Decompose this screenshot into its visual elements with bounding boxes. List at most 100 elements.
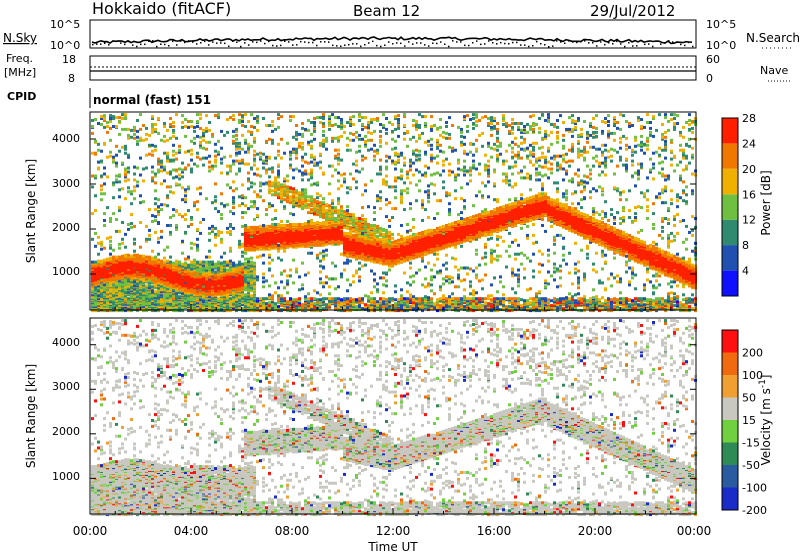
noise-search-point [628, 42, 630, 44]
power-cell [133, 306, 136, 310]
power-cell [247, 207, 250, 211]
power-cell [250, 144, 253, 148]
noise-search-point [536, 40, 538, 43]
noise-search-point [272, 44, 274, 47]
power-cell [265, 297, 268, 301]
power-cell [118, 229, 121, 233]
power-cell [172, 176, 175, 180]
power-cell [244, 232, 247, 236]
power-cell [337, 116, 340, 120]
power-cell [265, 302, 268, 306]
power-cell [169, 125, 172, 128]
power-cell [184, 257, 187, 261]
noise-search-point [324, 41, 326, 43]
power-cell [286, 231, 289, 235]
noise-search-point [460, 41, 462, 43]
power-cell [187, 120, 190, 123]
power-cell [208, 260, 211, 264]
power-cell [286, 274, 289, 278]
power-cell [253, 205, 256, 209]
power-cell [322, 117, 325, 120]
power-cell [268, 301, 271, 305]
noise-search-point [676, 41, 678, 43]
power-cell [277, 286, 280, 290]
power-cell [277, 246, 280, 250]
power-cell [229, 229, 232, 233]
power-cell [115, 153, 118, 157]
noise-search-point [584, 40, 586, 42]
power-cell [124, 253, 127, 257]
power-cell [133, 165, 136, 169]
power-cell [148, 279, 151, 283]
power-cell [343, 302, 346, 306]
power-cell [247, 281, 250, 285]
power-cell [307, 251, 310, 255]
power-cell [301, 192, 304, 196]
power-cell [127, 190, 130, 194]
power-cell [139, 254, 142, 258]
power-cell [289, 150, 292, 154]
power-cell [286, 305, 289, 309]
power-cell [190, 260, 193, 264]
power-cell [319, 264, 322, 268]
power-cell [256, 235, 259, 239]
power-cell [280, 271, 283, 275]
power-cell [172, 292, 175, 296]
power-cell [307, 237, 310, 241]
power-cell [136, 279, 139, 283]
power-cell [232, 114, 235, 118]
power-cell [286, 224, 289, 227]
power-cell [313, 126, 316, 130]
power-cell [217, 150, 220, 154]
power-cell [244, 261, 247, 265]
power-cell [304, 297, 307, 301]
power-cell [307, 178, 310, 182]
power-cell [148, 259, 151, 263]
power-cell [181, 175, 184, 179]
power-cell [184, 166, 187, 170]
power-cell [217, 229, 220, 233]
power-cell [268, 124, 271, 127]
power-cell [283, 224, 286, 227]
power-cell [322, 254, 325, 258]
power-cell [265, 208, 268, 212]
power-cell [214, 114, 217, 118]
power-cell [301, 188, 304, 192]
power-cell [292, 149, 295, 153]
power-cell [244, 226, 247, 230]
power-cell [133, 249, 136, 253]
cpid-label: CPID [7, 90, 36, 103]
power-cell [241, 114, 244, 118]
power-cell [319, 222, 322, 225]
power-cell [325, 307, 328, 311]
power-cell [100, 247, 103, 251]
power-cell [340, 309, 343, 313]
power-cell [175, 182, 178, 186]
power-cell [262, 182, 265, 186]
power-cell [241, 196, 244, 200]
power-cell [94, 270, 97, 274]
power-cell [265, 279, 268, 283]
power-cell [244, 204, 247, 208]
power-cell [157, 198, 160, 202]
power-cell [331, 206, 334, 210]
power-cell [211, 224, 214, 228]
power-cell [265, 158, 268, 162]
power-cell [229, 223, 232, 226]
power-cell [112, 305, 115, 309]
power-cell [322, 249, 325, 253]
power-cell [328, 241, 331, 245]
noise-search-point [132, 44, 134, 46]
power-cell [307, 292, 310, 296]
noise-search-point [368, 42, 370, 44]
noise-search-point [580, 41, 582, 43]
power-cell [322, 265, 325, 269]
power-cell [184, 150, 187, 154]
power-cell [193, 141, 196, 145]
power-cell [115, 174, 118, 178]
power-cell [256, 193, 259, 197]
power-cell [343, 130, 346, 134]
power-cell [178, 277, 181, 281]
power-cell [196, 260, 199, 264]
power-cell [196, 269, 199, 273]
